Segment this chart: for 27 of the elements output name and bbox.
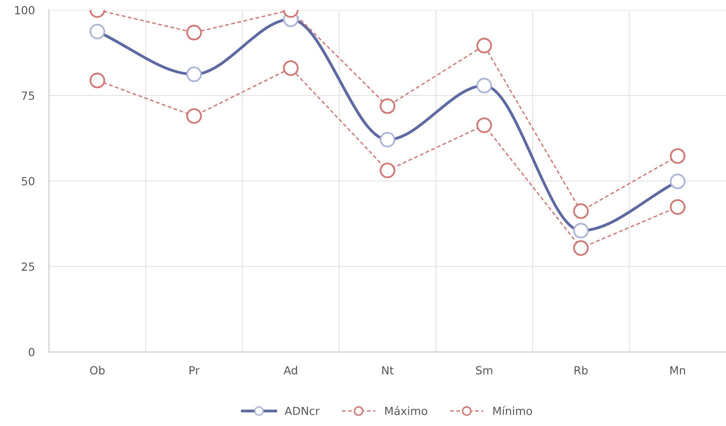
point [90, 72, 106, 88]
x-tick-label: Ob [90, 366, 105, 374]
y-tick-label: 100 [15, 6, 34, 14]
point [573, 203, 589, 219]
y-tick-label: 75 [22, 92, 34, 100]
y-tick-label: 0 [28, 348, 34, 356]
point [476, 117, 492, 134]
x-tick-label: Ad [284, 366, 298, 374]
point [670, 199, 686, 215]
x-tick-label: Pr [190, 366, 200, 374]
legend-label: Mínimo [493, 406, 532, 416]
point [283, 60, 299, 76]
x-tick-label: Sm [476, 366, 492, 374]
point [573, 240, 589, 256]
x-tick-label: Nt [382, 366, 394, 374]
point [380, 162, 396, 178]
x-tick-label: Rb [574, 366, 588, 374]
legend-label: Máximo [385, 406, 428, 416]
y-tick-label: 25 [22, 262, 34, 271]
point [476, 38, 492, 54]
x-tick-label: Mn [670, 366, 686, 374]
point [186, 24, 202, 40]
point [380, 98, 396, 114]
y-tick-label: 50 [22, 176, 34, 186]
point [186, 108, 202, 124]
legend-label: ADNcr [284, 406, 320, 416]
point [670, 148, 686, 164]
